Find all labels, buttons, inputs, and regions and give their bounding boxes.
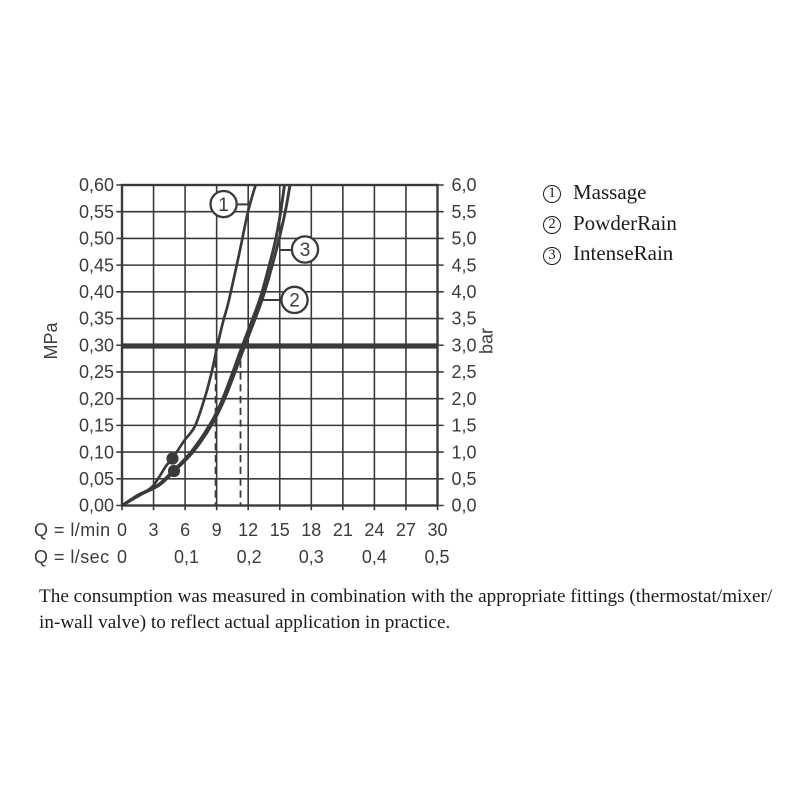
svg-text:0,50: 0,50 [79, 229, 114, 249]
svg-text:4,0: 4,0 [452, 282, 477, 302]
svg-text:21: 21 [333, 520, 353, 540]
svg-text:0,20: 0,20 [79, 389, 114, 409]
svg-text:Q = l/sec: Q = l/sec [34, 547, 110, 567]
svg-text:27: 27 [396, 520, 416, 540]
svg-text:0,05: 0,05 [79, 469, 114, 489]
svg-text:0,10: 0,10 [79, 442, 114, 462]
svg-text:0,25: 0,25 [79, 362, 114, 382]
svg-text:0,55: 0,55 [79, 202, 114, 222]
svg-text:1,0: 1,0 [452, 442, 477, 462]
svg-text:3,0: 3,0 [452, 335, 477, 355]
svg-text:MPa: MPa [41, 322, 61, 360]
svg-text:0,60: 0,60 [79, 175, 114, 195]
svg-text:0,2: 0,2 [237, 547, 262, 567]
svg-text:2,5: 2,5 [452, 362, 477, 382]
svg-text:1: 1 [218, 195, 229, 216]
svg-text:5,5: 5,5 [452, 202, 477, 222]
svg-text:0,30: 0,30 [79, 335, 114, 355]
svg-text:0,1: 0,1 [174, 547, 199, 567]
svg-text:Q = l/min: Q = l/min [34, 520, 111, 540]
svg-text:0,5: 0,5 [424, 547, 449, 567]
svg-text:0,5: 0,5 [452, 469, 477, 489]
svg-text:6: 6 [180, 520, 190, 540]
svg-text:1,5: 1,5 [452, 416, 477, 436]
svg-text:15: 15 [270, 520, 290, 540]
svg-text:30: 30 [427, 520, 447, 540]
svg-text:12: 12 [238, 520, 258, 540]
svg-text:0,0: 0,0 [452, 496, 477, 516]
svg-text:0,00: 0,00 [79, 496, 114, 516]
svg-text:0,3: 0,3 [299, 547, 324, 567]
svg-text:9: 9 [212, 520, 222, 540]
svg-text:18: 18 [301, 520, 321, 540]
svg-text:5,0: 5,0 [452, 229, 477, 249]
svg-text:2,0: 2,0 [452, 389, 477, 409]
svg-text:24: 24 [364, 520, 384, 540]
svg-text:4,5: 4,5 [452, 255, 477, 275]
svg-text:6,0: 6,0 [452, 175, 477, 195]
svg-text:2: 2 [289, 291, 300, 312]
svg-text:0,45: 0,45 [79, 255, 114, 275]
svg-text:3,5: 3,5 [452, 309, 477, 329]
svg-text:3: 3 [300, 240, 311, 261]
svg-text:0: 0 [117, 547, 127, 567]
svg-text:bar: bar [477, 328, 497, 354]
svg-text:3: 3 [149, 520, 159, 540]
svg-text:0: 0 [117, 520, 127, 540]
svg-text:0,35: 0,35 [79, 309, 114, 329]
svg-text:0,15: 0,15 [79, 416, 114, 436]
svg-text:0,4: 0,4 [362, 547, 387, 567]
svg-text:0,40: 0,40 [79, 282, 114, 302]
